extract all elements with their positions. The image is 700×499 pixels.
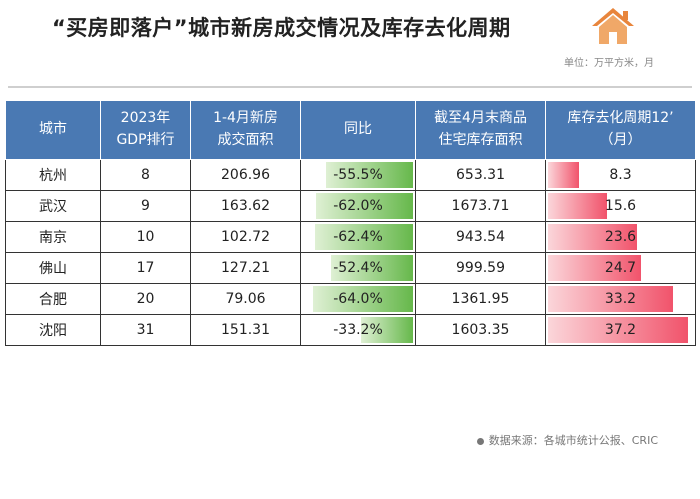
house-icon (592, 8, 634, 44)
cycle-bar (548, 162, 580, 188)
cell-sales-area: 127.21 (190, 252, 301, 284)
cycle-bar (548, 255, 641, 281)
header-stock-area: 截至4月末商品 住宅库存面积 (415, 100, 546, 160)
cycle-bar (548, 193, 607, 219)
cell-yoy: -62.4% (300, 221, 416, 253)
table-row: 佛山 17 127.21 -52.4% 999.59 24.7 (5, 252, 696, 284)
cycle-bar (548, 317, 689, 343)
cell-stock-area: 999.59 (415, 252, 546, 284)
cell-sales-area: 102.72 (190, 221, 301, 253)
cell-sales-area: 206.96 (190, 159, 301, 191)
cell-city: 南京 (5, 221, 101, 253)
cell-destock-cycle: 37.2 (545, 314, 696, 346)
yoy-bar (316, 193, 413, 219)
cell-gdp-rank: 31 (100, 314, 191, 346)
table-row: 沈阳 31 151.31 -33.2% 1603.35 37.2 (5, 314, 696, 346)
cell-yoy: -64.0% (300, 283, 416, 315)
cell-yoy: -62.0% (300, 190, 416, 222)
yoy-bar (361, 317, 413, 343)
data-source: 数据来源：各城市统计公报、CRIC (476, 432, 658, 448)
cycle-bar (548, 224, 637, 250)
cell-stock-area: 1361.95 (415, 283, 546, 315)
cell-sales-area: 163.62 (190, 190, 301, 222)
cell-stock-area: 1673.71 (415, 190, 546, 222)
cell-sales-area: 151.31 (190, 314, 301, 346)
header-destock-cycle: 库存去化周期12’ （月） (545, 100, 696, 160)
cell-city: 沈阳 (5, 314, 101, 346)
cell-yoy: -55.5% (300, 159, 416, 191)
page-title: “买房即落户”城市新房成交情况及库存去化周期 (52, 16, 511, 40)
cell-sales-area: 79.06 (190, 283, 301, 315)
cell-gdp-rank: 10 (100, 221, 191, 253)
cell-destock-cycle: 33.2 (545, 283, 696, 315)
cell-yoy: -33.2% (300, 314, 416, 346)
header-sales-area: 1-4月新房 成交面积 (190, 100, 301, 160)
cell-gdp-rank: 8 (100, 159, 191, 191)
cell-destock-cycle: 24.7 (545, 252, 696, 284)
cell-city: 佛山 (5, 252, 101, 284)
cell-stock-area: 943.54 (415, 221, 546, 253)
header-gdp-rank: 2023年 GDP排行 (100, 100, 191, 160)
yoy-bar (312, 286, 413, 312)
yoy-bar (315, 224, 413, 250)
cell-yoy: -52.4% (300, 252, 416, 284)
header-yoy: 同比 (300, 100, 416, 160)
cell-stock-area: 653.31 (415, 159, 546, 191)
cell-destock-cycle: 23.6 (545, 221, 696, 253)
table-header-row: 城市 2023年 GDP排行 1-4月新房 成交面积 同比 截至4月末商品 住宅库存面… (5, 100, 696, 160)
table-row: 杭州 8 206.96 -55.5% 653.31 8.3 (5, 159, 696, 191)
header-city: 城市 (5, 100, 101, 160)
bullet-icon (476, 437, 484, 445)
table-row: 武汉 9 163.62 -62.0% 1673.71 15.6 (5, 190, 696, 222)
data-table: 城市 2023年 GDP排行 1-4月新房 成交面积 同比 截至4月末商品 住宅库存面… (5, 100, 696, 346)
table-row: 南京 10 102.72 -62.4% 943.54 23.6 (5, 221, 696, 253)
yoy-bar (331, 255, 413, 281)
table-row: 合肥 20 79.06 -64.0% 1361.95 33.2 (5, 283, 696, 315)
cell-city: 武汉 (5, 190, 101, 222)
unit-label: 单位：万平方米，月 (564, 58, 654, 69)
cell-destock-cycle: 8.3 (545, 159, 696, 191)
cell-destock-cycle: 15.6 (545, 190, 696, 222)
cell-city: 合肥 (5, 283, 101, 315)
cell-stock-area: 1603.35 (415, 314, 546, 346)
title-divider (8, 86, 692, 88)
cycle-bar (548, 286, 673, 312)
cell-gdp-rank: 9 (100, 190, 191, 222)
cell-gdp-rank: 20 (100, 283, 191, 315)
cell-city: 杭州 (5, 159, 101, 191)
yoy-bar (326, 162, 413, 188)
cell-gdp-rank: 17 (100, 252, 191, 284)
